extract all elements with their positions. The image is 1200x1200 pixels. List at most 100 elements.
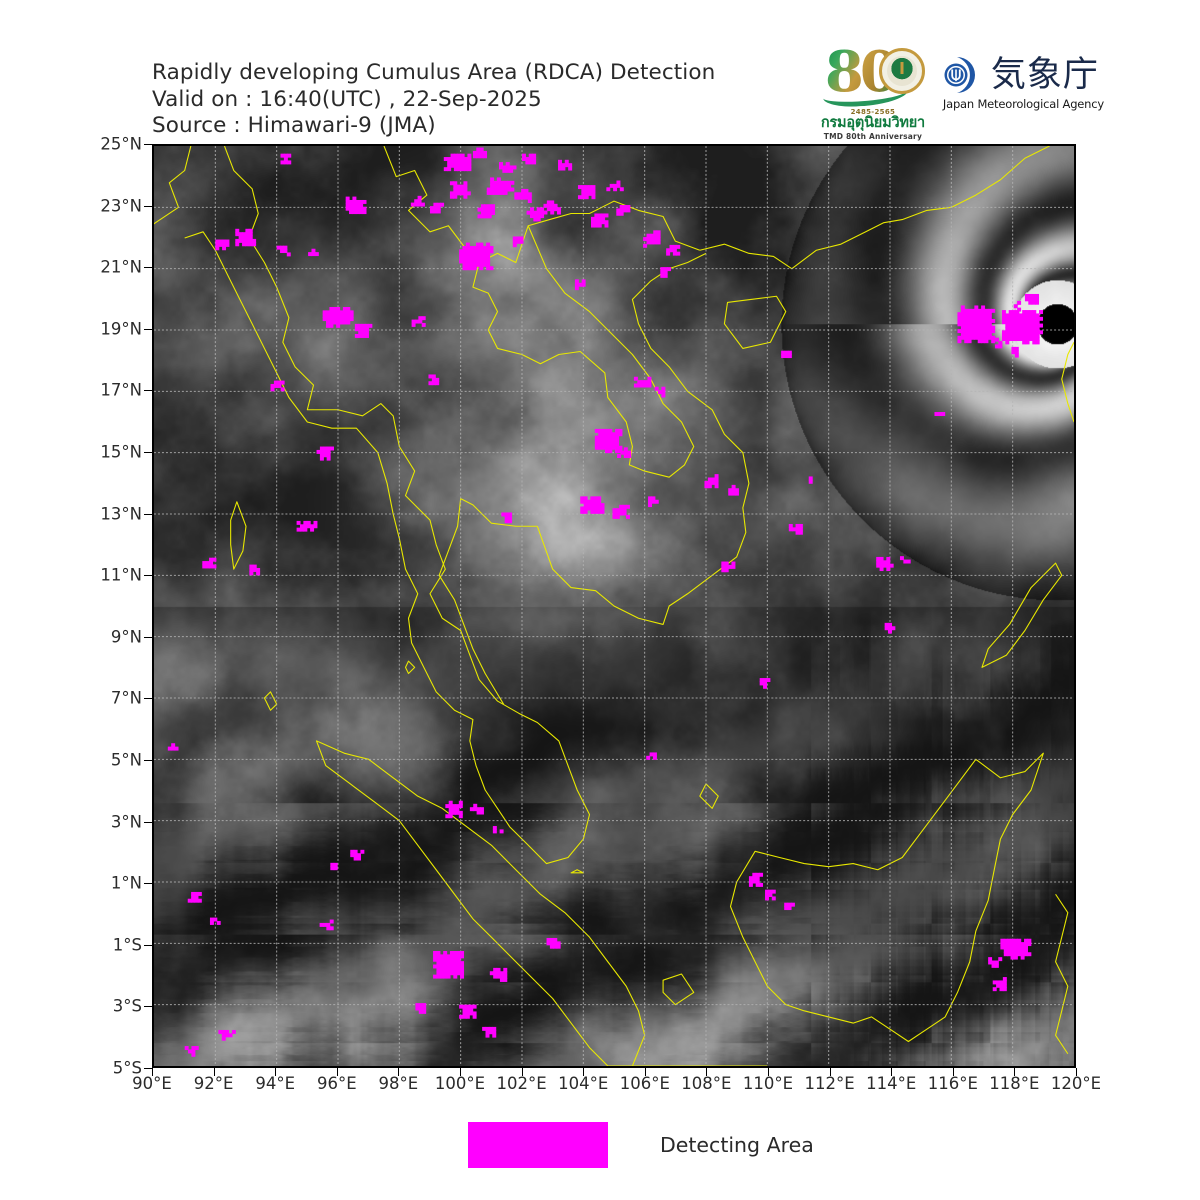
detecting-area-cell xyxy=(1035,320,1040,325)
detecting-area-cell xyxy=(765,893,770,898)
detecting-area-cell xyxy=(1012,310,1017,315)
detecting-area-cell xyxy=(676,244,681,249)
detecting-area-cell xyxy=(981,322,986,327)
x-axis-tick-label: 118°E xyxy=(989,1074,1040,1093)
detecting-area-cell xyxy=(1018,313,1023,318)
detecting-area-cell xyxy=(616,208,621,213)
detecting-area-cell xyxy=(598,432,603,437)
detecting-area-cell xyxy=(790,902,795,907)
detecting-area-cell xyxy=(443,964,448,969)
detecting-area-blob xyxy=(410,195,425,207)
detecting-area-cell xyxy=(453,153,458,158)
detecting-area-cell xyxy=(469,807,474,812)
detecting-area-cell xyxy=(245,232,250,237)
detecting-area-cell xyxy=(984,329,989,334)
detecting-area-cell xyxy=(1032,320,1037,325)
detecting-area-cell xyxy=(209,917,214,922)
detecting-area-cell xyxy=(598,442,603,447)
detecting-area-cell xyxy=(619,187,624,192)
detecting-area-cell xyxy=(666,248,671,253)
detecting-area-cell xyxy=(781,350,786,355)
detecting-area-cell xyxy=(734,488,739,493)
coastline-layer xyxy=(154,146,1074,1066)
detecting-area-cell xyxy=(330,446,334,451)
detecting-area-cell xyxy=(484,204,489,209)
detecting-area-cell xyxy=(311,248,316,253)
detecting-area-cell xyxy=(462,1011,467,1016)
detecting-area-blob xyxy=(345,196,367,215)
japan-meteorological-agency-logo: 気象庁 Japan Meteorological Agency xyxy=(943,44,1104,111)
detecting-area-cell xyxy=(525,160,530,165)
detecting-area-blob xyxy=(430,202,445,214)
detecting-area-cell xyxy=(479,242,484,247)
coastline xyxy=(154,146,192,225)
detecting-area-cell xyxy=(361,333,366,338)
detecting-area-cell xyxy=(1013,955,1018,960)
detecting-area-blob xyxy=(612,504,630,519)
detecting-area-cell xyxy=(583,503,588,508)
detecting-area-cell xyxy=(604,213,609,218)
detecting-area-cell xyxy=(527,192,532,197)
detecting-area-cell xyxy=(1018,337,1023,342)
detecting-area-blob xyxy=(330,862,338,871)
detecting-area-cell xyxy=(957,329,962,334)
detecting-area-cell xyxy=(653,237,658,242)
detecting-area-cell xyxy=(1015,313,1020,318)
detecting-area-cell xyxy=(449,957,454,962)
detecting-area-cell xyxy=(1024,293,1029,298)
detecting-area-cell xyxy=(1015,330,1020,335)
detecting-area-blob xyxy=(296,520,318,532)
detecting-area-cell xyxy=(731,491,736,496)
detecting-area-cell xyxy=(194,1046,199,1051)
detecting-area-cell xyxy=(500,180,505,185)
detecting-area-cell xyxy=(512,239,517,244)
detecting-area-cell xyxy=(714,484,719,489)
detecting-area-blob xyxy=(472,147,488,159)
detecting-area-cell xyxy=(1035,316,1040,321)
detecting-area-cell xyxy=(323,449,328,454)
detecting-area-cell xyxy=(728,564,733,569)
detecting-area-cell xyxy=(489,971,494,976)
detecting-area-cell xyxy=(479,266,484,271)
detecting-area-cell xyxy=(480,211,485,215)
detecting-area-cell xyxy=(524,188,529,193)
detecting-area-cell xyxy=(1027,938,1032,943)
detecting-area-cell xyxy=(352,203,357,208)
detecting-area-cell xyxy=(587,499,591,504)
detecting-area-cell xyxy=(957,335,962,340)
detecting-area-cell xyxy=(287,153,292,158)
detecting-area-cell xyxy=(460,974,465,979)
detecting-area-cell xyxy=(506,184,511,189)
detecting-area-cell xyxy=(489,266,494,271)
detecting-area-cell xyxy=(472,256,477,261)
detecting-area-cell xyxy=(364,323,369,328)
detecting-area-cell xyxy=(977,325,982,330)
detecting-area-cell xyxy=(516,239,521,244)
detecting-area-cell xyxy=(981,339,986,344)
detecting-area-cell xyxy=(1035,326,1040,331)
detecting-area-cell xyxy=(543,203,548,208)
detecting-area-cell xyxy=(346,307,351,311)
detecting-area-cell xyxy=(581,185,586,190)
detecting-area-cell xyxy=(303,524,308,529)
detecting-area-cell xyxy=(336,313,341,318)
detecting-area-cell xyxy=(577,195,582,200)
detecting-area-cell xyxy=(798,527,803,532)
detecting-area-cell xyxy=(443,167,448,172)
detecting-area-cell xyxy=(499,977,504,982)
detecting-area-cell xyxy=(625,514,630,519)
detecting-area-cell xyxy=(486,245,491,250)
detecting-area-cell xyxy=(532,160,537,165)
x-axis-tick-label: 116°E xyxy=(927,1074,978,1093)
detecting-area-cell xyxy=(505,168,510,173)
detecting-area-cell xyxy=(584,185,589,190)
detecting-area-cell xyxy=(449,191,454,196)
detecting-area-cell xyxy=(460,167,465,172)
detecting-area-cell xyxy=(345,199,350,204)
detecting-area-cell xyxy=(580,499,585,504)
detecting-area-cell xyxy=(666,251,671,256)
tmd-logo-mark: 80 xyxy=(821,40,925,110)
detecting-area-cell xyxy=(487,207,492,212)
detecting-area-blob xyxy=(784,902,795,911)
detecting-area-cell xyxy=(771,889,776,894)
